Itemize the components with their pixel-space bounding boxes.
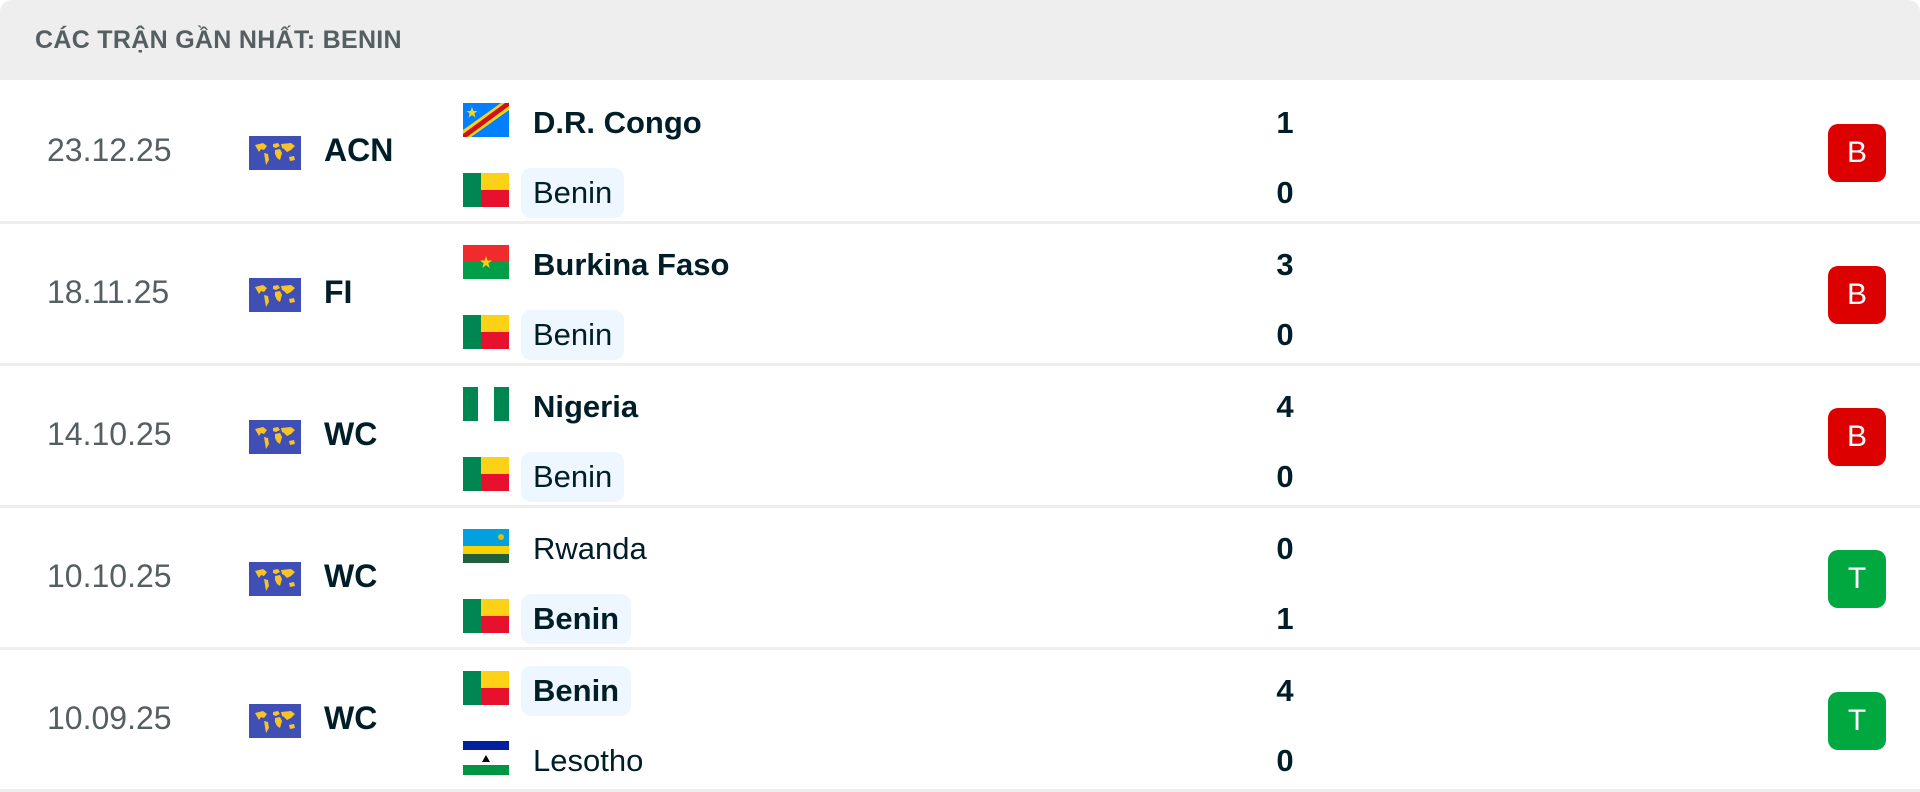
competition-label: WC [324,416,378,452]
section-title: CÁC TRẬN GẦN NHẤT: BENIN [35,26,402,54]
team-away: Benin [463,168,1163,218]
home-score: 0 [1276,531,1294,566]
team-away: Benin [463,594,1163,644]
match-row[interactable]: 18.11.25 FI Burkina Faso Benin 3 0 B [0,224,1920,366]
result-badge: B [1828,266,1886,324]
team-home: Burkina Faso [463,240,1163,284]
flag-ben-icon [463,173,509,207]
result-badge: B [1828,408,1886,466]
home-score: 4 [1276,673,1294,708]
flag-bfa-icon [463,245,509,279]
competition-label: WC [324,558,378,594]
competition-label: ACN [324,132,394,168]
flag-ben-icon [463,671,509,705]
match-date: 10.09.25 [47,700,172,736]
flag-ben-icon [463,599,509,633]
section-header: CÁC TRẬN GẦN NHẤT: BENIN [0,0,1920,80]
away-score: 1 [1276,601,1294,636]
result-badge: T [1828,550,1886,608]
team-home: Benin [463,666,1163,716]
away-score: 0 [1276,743,1294,778]
flag-cod-icon [463,103,509,137]
match-row[interactable]: 10.09.25 WC Benin Lesotho 4 0 T [0,650,1920,792]
world-icon [249,278,301,312]
team-home: Nigeria [463,382,1163,426]
team-home: D.R. Congo [463,98,1163,142]
flag-ben-icon [463,315,509,349]
team-name: Nigeria [533,389,639,424]
away-score: 0 [1276,459,1294,494]
match-date: 23.12.25 [47,132,172,168]
team-away: Benin [463,310,1163,360]
team-name: Rwanda [533,531,647,566]
result-badge: T [1828,692,1886,750]
world-icon [249,136,301,170]
competition-label: WC [324,700,378,736]
team-name: Benin [521,666,632,716]
match-row[interactable]: 23.12.25 ACN D.R. Congo Benin 1 0 B [0,82,1920,224]
flag-nga-icon [463,387,509,421]
away-score: 0 [1276,175,1294,210]
flag-rwa-icon [463,529,509,563]
match-row[interactable]: 14.10.25 WC Nigeria Benin 4 0 B [0,366,1920,508]
team-away: Lesotho [463,736,1163,780]
away-score: 0 [1276,317,1294,352]
match-date: 18.11.25 [47,274,170,310]
team-name: Benin [521,452,625,502]
flag-lso-icon [463,741,509,775]
team-name: Benin [521,168,625,218]
team-home: Rwanda [463,524,1163,568]
match-row[interactable]: 10.10.25 WC Rwanda Benin 0 1 T [0,508,1920,650]
world-icon [249,704,301,738]
home-score: 3 [1276,247,1294,282]
team-name: Benin [521,594,632,644]
team-name: Benin [521,310,625,360]
team-away: Benin [463,452,1163,502]
home-score: 1 [1276,105,1294,140]
match-date: 14.10.25 [47,416,172,452]
match-date: 10.10.25 [47,558,172,594]
world-icon [249,420,301,454]
result-badge: B [1828,124,1886,182]
competition-label: FI [324,274,353,310]
world-icon [249,562,301,596]
home-score: 4 [1276,389,1294,424]
flag-ben-icon [463,457,509,491]
team-name: D.R. Congo [533,105,702,140]
team-name: Lesotho [533,743,644,778]
team-name: Burkina Faso [533,247,730,282]
